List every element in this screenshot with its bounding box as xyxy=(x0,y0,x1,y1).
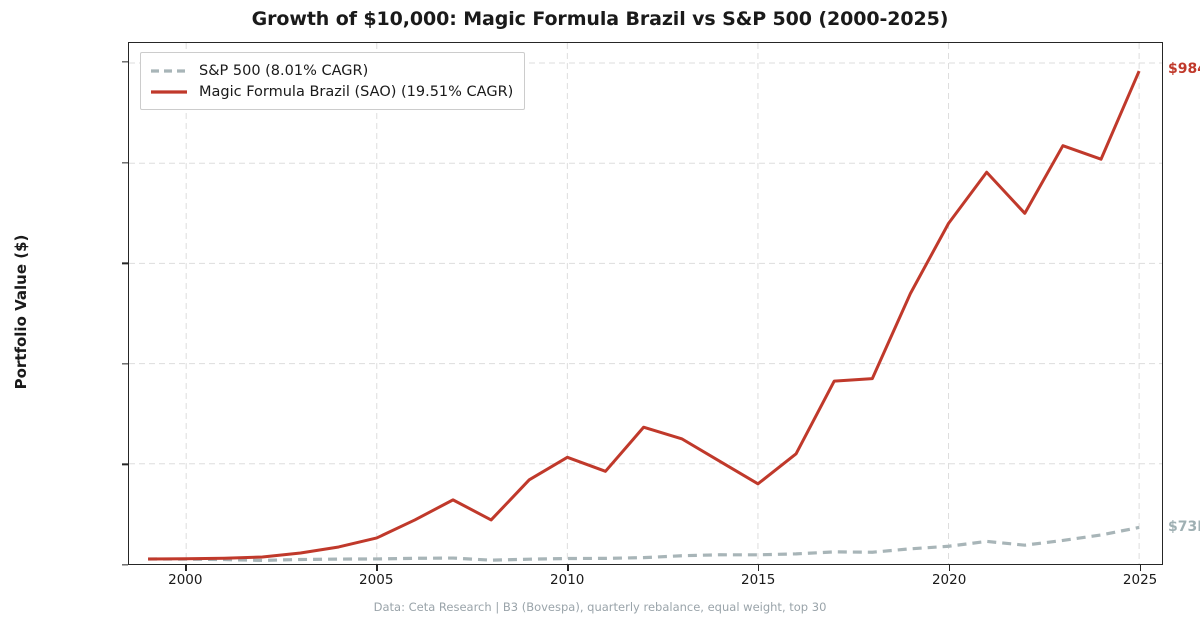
page-title: Growth of $10,000: Magic Formula Brazil … xyxy=(251,8,949,30)
plot-canvas xyxy=(129,43,1162,564)
legend-item-magic-formula[interactable]: Magic Formula Brazil (SAO) (19.51% CAGR) xyxy=(150,81,513,102)
series-lines xyxy=(148,71,1139,560)
series-line-sp500 xyxy=(148,527,1139,560)
x-tick-label: 2025 xyxy=(1122,572,1158,588)
x-tick-mark xyxy=(567,565,569,571)
footer-source-note: Data: Ceta Research | B3 (Bovespa), quar… xyxy=(373,600,827,614)
y-tick-mark xyxy=(122,61,128,63)
plot-area xyxy=(128,42,1163,565)
x-tick-label: 2015 xyxy=(740,572,776,588)
x-tick-mark xyxy=(758,565,760,571)
legend-line-solid-icon xyxy=(150,85,188,99)
legend-item-sp500[interactable]: S&P 500 (8.01% CAGR) xyxy=(150,60,513,81)
endpoint-annotation-magic-formula: $984K xyxy=(1168,61,1200,78)
x-tick-label: 2000 xyxy=(168,572,203,588)
y-tick-mark xyxy=(122,162,128,164)
y-tick-mark xyxy=(122,262,128,264)
endpoint-annotation-sp500: $73K xyxy=(1168,519,1200,536)
y-tick-mark xyxy=(122,564,128,566)
x-tick-mark xyxy=(1140,565,1142,571)
legend-label-sp500: S&P 500 (8.01% CAGR) xyxy=(199,62,369,79)
legend-label-magic-formula: Magic Formula Brazil (SAO) (19.51% CAGR) xyxy=(199,83,514,100)
x-tick-mark xyxy=(185,565,187,571)
x-tick-label: 2010 xyxy=(550,572,585,588)
chart-legend[interactable]: S&P 500 (8.01% CAGR) Magic Formula Brazi… xyxy=(140,52,526,110)
series-line-magic-formula xyxy=(148,71,1139,559)
grid-lines xyxy=(129,43,1162,564)
y-tick-mark xyxy=(122,363,128,365)
x-tick-mark xyxy=(949,565,951,571)
x-tick-label: 2005 xyxy=(359,572,394,588)
y-axis-title: Portfolio Value ($) xyxy=(12,234,30,390)
x-tick-label: 2020 xyxy=(931,572,967,588)
legend-line-dashed-icon xyxy=(150,64,188,78)
y-tick-mark xyxy=(122,463,128,466)
x-tick-mark xyxy=(376,565,378,571)
